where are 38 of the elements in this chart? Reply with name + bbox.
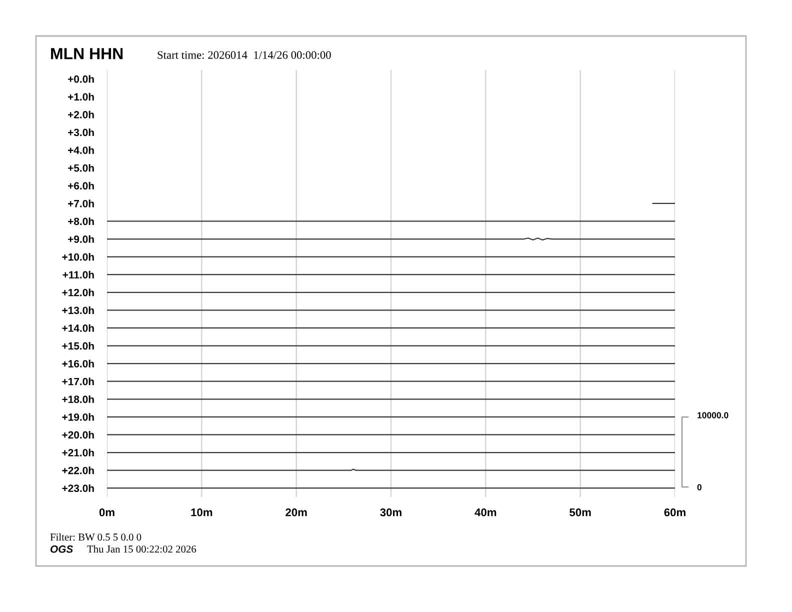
y-tick-label: +13.0h bbox=[62, 306, 94, 314]
chart-subtitle: Start time: 2026014 1/14/26 00:00:00 bbox=[158, 51, 331, 59]
y-tick-label: +20.0h bbox=[62, 430, 94, 439]
y-tick-label: +23.0h bbox=[62, 484, 94, 492]
x-tick-label: 60m bbox=[664, 508, 686, 516]
text: 0 bbox=[697, 484, 702, 490]
text: 10000.0 bbox=[698, 412, 728, 418]
y-tick-label: +17.0h bbox=[62, 378, 94, 386]
y-tick-label: +18.0h bbox=[62, 395, 94, 404]
y-tick-label: +22.0h bbox=[62, 466, 94, 474]
y-tick-label: +21.0h bbox=[62, 448, 94, 456]
y-tick-label: +8.0h bbox=[68, 217, 94, 226]
text: Thu Jan 15 00:22:02 2026 bbox=[87, 545, 196, 553]
chart-title: MLN HHN bbox=[51, 48, 123, 60]
y-tick-label: +19.0h bbox=[62, 413, 94, 421]
y-tick-label: +2.0h bbox=[68, 110, 94, 118]
y-tick-label: +5.0h bbox=[68, 164, 94, 172]
y-tick-label: +7.0h bbox=[68, 200, 94, 208]
y-tick-label: +14.0h bbox=[62, 324, 94, 332]
text: OGS bbox=[50, 545, 74, 553]
x-tick-label: 30m bbox=[380, 508, 402, 516]
y-tick-label: +16.0h bbox=[62, 360, 94, 368]
y-tick-label: +4.0h bbox=[68, 146, 94, 154]
y-tick-label: +10.0h bbox=[62, 253, 94, 261]
y-tick-label: +9.0h bbox=[68, 235, 94, 243]
y-tick-label: +1.0h bbox=[68, 92, 94, 101]
y-tick-label: +15.0h bbox=[62, 342, 94, 350]
x-tick-label: 10m bbox=[191, 508, 212, 516]
y-tick-label: +11.0h bbox=[62, 270, 94, 278]
x-tick-label: 40m bbox=[474, 508, 496, 516]
y-tick-label: +12.0h bbox=[62, 288, 94, 296]
x-tick-label: 20m bbox=[286, 508, 307, 516]
text: Filter: BW 0.5 5 0.0 0 bbox=[50, 533, 142, 541]
y-tick-label: +6.0h bbox=[68, 182, 94, 190]
x-tick-label: 0m bbox=[99, 508, 114, 516]
y-tick-label: +0.0h bbox=[68, 75, 94, 83]
y-tick-label: +3.0h bbox=[68, 128, 94, 136]
x-tick-label: 50m bbox=[570, 508, 591, 516]
